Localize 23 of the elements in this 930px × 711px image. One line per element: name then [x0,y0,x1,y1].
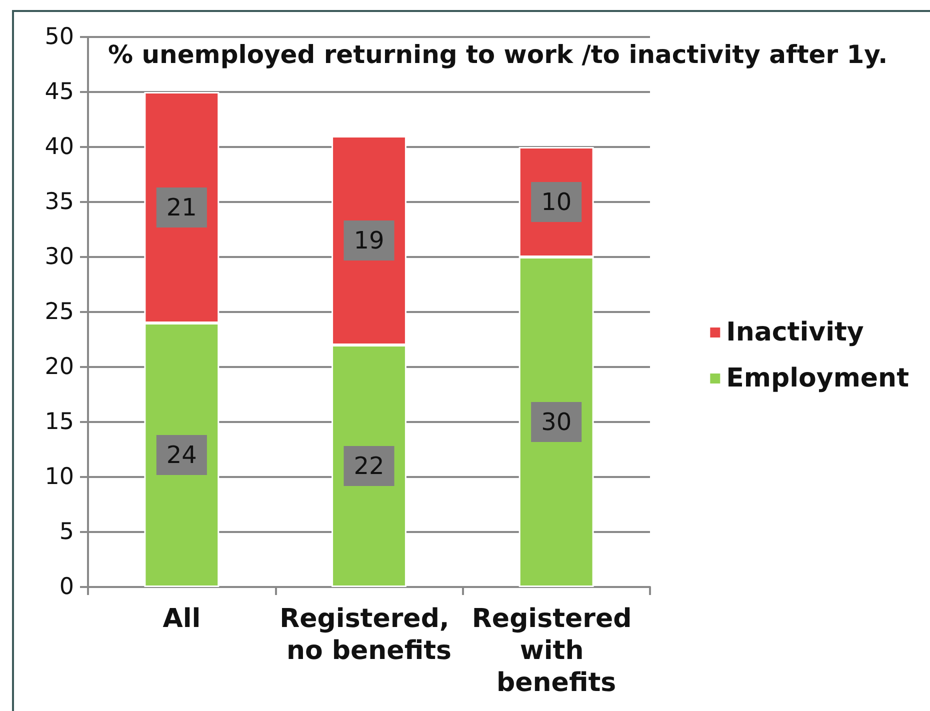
data-label: 22 [354,452,384,480]
y-tick-label: 0 [59,574,74,600]
data-label: 21 [166,194,197,222]
y-tick-label: 50 [44,24,74,50]
x-tick-label: Registered with benefits [472,604,641,698]
y-tick-label: 5 [59,519,74,545]
legend-label: Inactivity [726,318,864,348]
y-tick-label: 40 [44,134,74,160]
legend-label: Employment [726,364,910,394]
x-tick-label: Registered, no benefits [280,604,458,666]
x-tick-label: All [162,604,201,634]
data-label: 19 [354,226,384,254]
y-tick-label: 10 [44,464,74,490]
y-tick-label: 20 [44,354,74,380]
data-label: 30 [541,408,572,436]
y-tick-label: 35 [44,189,74,215]
y-tick-label: 30 [44,244,74,270]
y-tick-label: 15 [44,409,74,435]
y-tick-label: 45 [44,79,74,105]
y-tick-label: 25 [44,299,74,325]
chart-title: % unemployed returning to work /to inactivity after 1y. [108,40,888,69]
data-label: 24 [166,441,197,469]
data-label: 10 [541,188,572,216]
